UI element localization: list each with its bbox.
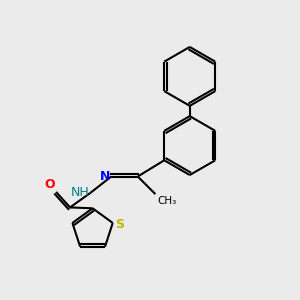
Text: N: N (100, 170, 111, 183)
Text: CH₃: CH₃ (158, 196, 177, 206)
Text: O: O (45, 178, 55, 191)
Text: NH: NH (71, 186, 89, 199)
Text: S: S (115, 218, 124, 231)
